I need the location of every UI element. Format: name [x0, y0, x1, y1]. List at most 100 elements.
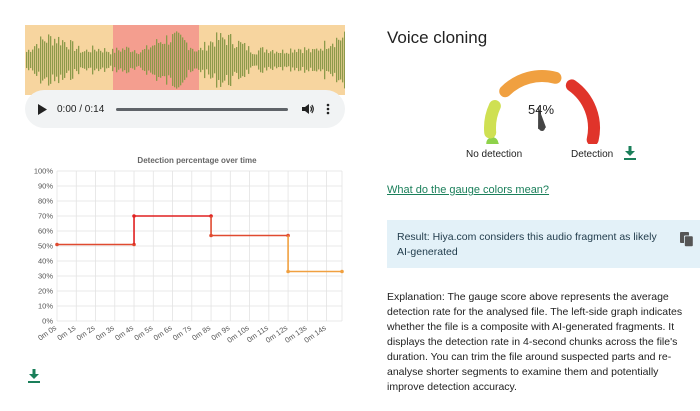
- waveform-bar: [264, 52, 266, 68]
- waveform-bar: [58, 36, 60, 84]
- waveform-bar: [112, 48, 114, 72]
- waveform-bar: [282, 49, 284, 71]
- waveform-bar: [66, 47, 68, 73]
- waveform-bar: [302, 53, 304, 67]
- waveform-bar: [280, 52, 282, 68]
- gauge-segment-red: [565, 79, 600, 144]
- waveform-bar: [222, 37, 224, 83]
- waveform-bar: [154, 45, 156, 75]
- waveform-bar: [104, 48, 106, 72]
- waveform-bar: [198, 50, 200, 70]
- waveform-bar: [168, 44, 170, 76]
- waveform-bar: [132, 51, 134, 69]
- volume-icon[interactable]: [302, 103, 315, 115]
- page-title: Voice cloning: [387, 28, 488, 47]
- waveform-bar: [162, 43, 164, 77]
- seek-bar[interactable]: [116, 107, 289, 111]
- waveform-bar: [234, 48, 236, 72]
- waveform-bar: [50, 36, 52, 84]
- waveform-bar: [260, 47, 262, 73]
- waveform-bar: [130, 52, 132, 68]
- waveform-bar: [272, 49, 274, 71]
- waveform-bar: [26, 51, 28, 69]
- waveform-bar: [230, 34, 232, 86]
- waveform-bar: [318, 50, 320, 70]
- waveform-bar: [298, 48, 300, 72]
- data-point: [55, 242, 59, 247]
- detection-gauge: 54%: [484, 70, 600, 144]
- waveform-bar: [72, 41, 74, 79]
- download-result-icon[interactable]: [623, 146, 637, 160]
- waveform-bar: [258, 50, 260, 70]
- waveform-bar: [36, 44, 38, 76]
- waveform-bar: [184, 40, 186, 80]
- waveform-bar: [98, 48, 100, 72]
- gauge-colors-link[interactable]: What do the gauge colors mean?: [387, 184, 550, 196]
- waveform-bar: [56, 43, 58, 77]
- waveform-bar: [94, 49, 96, 71]
- waveform-bar: [196, 51, 198, 69]
- play-icon: [38, 103, 47, 115]
- x-tick-label: 0m 2s: [75, 323, 97, 342]
- waveform-bar: [268, 53, 270, 67]
- play-button[interactable]: [37, 102, 51, 116]
- waveform-bar: [70, 40, 72, 80]
- copy-icon[interactable]: [680, 232, 694, 247]
- waveform-bar: [42, 39, 44, 81]
- waveform-bar: [178, 32, 180, 88]
- more-options-icon[interactable]: [326, 103, 330, 115]
- waveform-bar: [312, 48, 314, 72]
- waveform-bar: [288, 53, 290, 67]
- waveform-bar: [102, 52, 104, 68]
- y-tick-label: 20%: [38, 287, 53, 296]
- waveform-bar: [78, 45, 80, 75]
- waveform-bar: [144, 49, 146, 72]
- waveform-bar: [340, 40, 342, 80]
- waveform-bar: [52, 45, 54, 75]
- waveform-bar: [176, 31, 178, 89]
- waveform-bar: [88, 51, 90, 69]
- y-tick-label: 70%: [38, 212, 53, 221]
- waveform-bar: [202, 50, 204, 70]
- y-tick-label: 90%: [38, 182, 53, 191]
- waveform-bar: [254, 54, 256, 66]
- x-tick-label: 0m 1s: [56, 323, 78, 342]
- x-tick-label: 0m 6s: [152, 323, 174, 342]
- download-chart-icon[interactable]: [27, 369, 41, 383]
- gauge-segment-orange: [499, 70, 562, 98]
- waveform-bar: [92, 45, 94, 75]
- waveform-bar: [226, 45, 228, 75]
- waveform-bar: [326, 49, 328, 71]
- waveform-bar: [248, 46, 250, 74]
- audio-waveform[interactable]: [25, 25, 345, 95]
- waveform-bar: [278, 52, 280, 68]
- y-tick-label: 10%: [38, 302, 53, 311]
- y-tick-label: 40%: [38, 257, 53, 266]
- x-tick-label: 0m 4s: [113, 323, 135, 342]
- data-point: [340, 269, 344, 274]
- gauge-needle: [538, 106, 546, 131]
- x-tick-label: 0m 5s: [133, 323, 155, 342]
- detection-chart: Detection percentage over time 0% 10% 20% 3…: [34, 156, 344, 345]
- x-tick-label: 0m 3s: [94, 323, 116, 342]
- waveform-bar: [134, 50, 136, 70]
- waveform-bar: [170, 42, 172, 78]
- waveform-bar: [274, 53, 276, 67]
- waveform-bar: [328, 48, 330, 72]
- y-tick-label: 0%: [42, 317, 53, 326]
- gauge-label-detection: Detection: [571, 149, 614, 160]
- waveform-bar: [218, 40, 220, 80]
- waveform-bar: [48, 34, 50, 86]
- waveform-bar: [214, 46, 216, 74]
- waveform-bar: [118, 50, 120, 70]
- waveform-bar: [160, 42, 162, 78]
- waveform-bar: [186, 42, 188, 78]
- waveform-bar: [338, 39, 340, 81]
- waveform-bar: [342, 37, 344, 83]
- waveform-bar: [266, 49, 268, 71]
- waveform-bar: [180, 34, 182, 86]
- waveform-bar: [114, 52, 116, 68]
- waveform-bar: [244, 42, 246, 78]
- waveform-bar: [152, 45, 154, 75]
